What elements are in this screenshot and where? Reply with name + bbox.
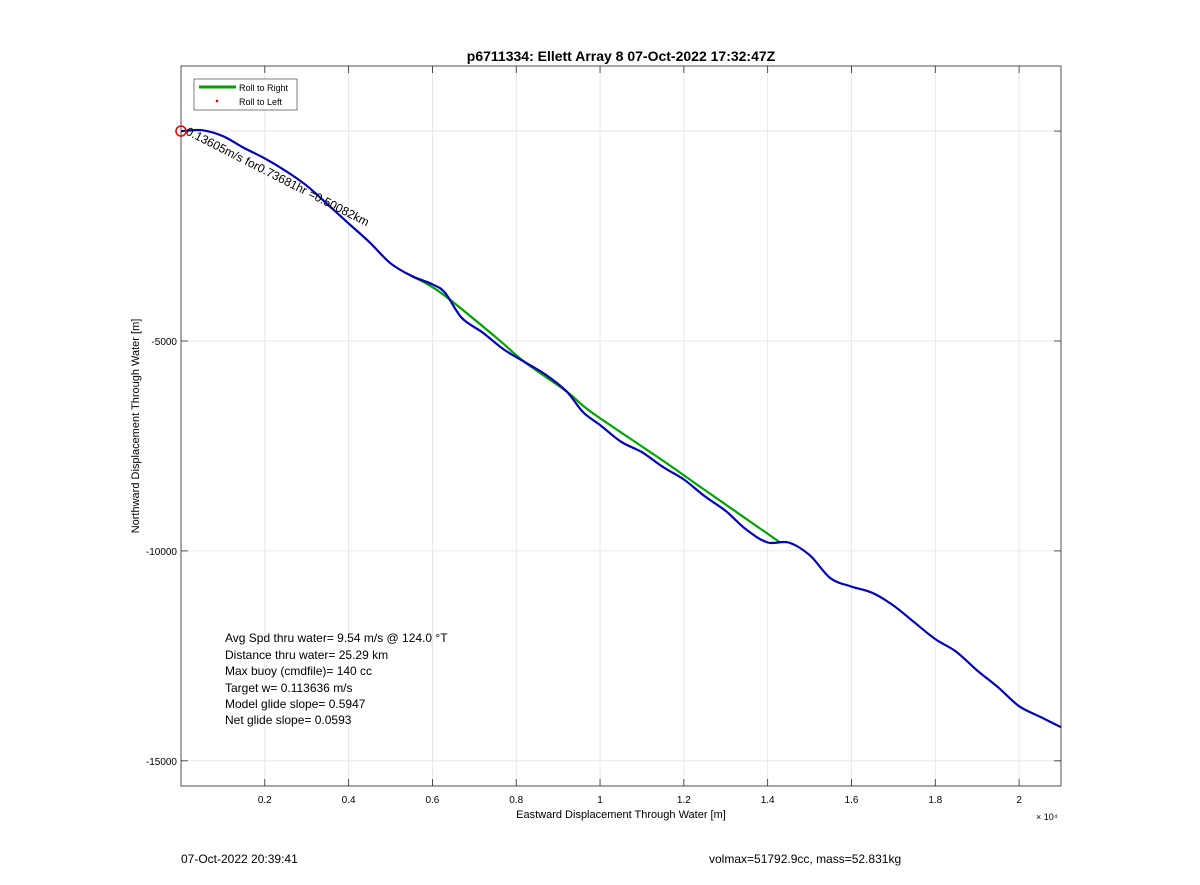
y-tick-label: -15000 [146,757,178,768]
x-tick-label: 1.6 [845,795,859,806]
y-tick-label: -5000 [151,337,177,348]
footer-timestamp: 07-Oct-2022 20:39:41 [181,852,298,866]
info-line-distance: Distance thru water= 25.29 km [225,648,388,662]
y-axis-label: Northward Displacement Through Water [m] [130,319,142,534]
info-line-avg-speed: Avg Spd thru water= 9.54 m/s @ 124.0 °T [225,631,448,645]
start-marker [175,125,187,137]
x-tick-label: 0.2 [258,795,272,806]
x-tick-label: 2 [1016,795,1022,806]
series-track-line [180,128,1062,729]
info-line-max-buoy: Max buoy (cmdfile)= 140 cc [225,664,372,678]
x-tick-label: 1.8 [928,795,942,806]
legend-box [193,78,298,111]
axis-ticks: 0.2 0.4 0.6 0.8 1 1.2 1.4 1.6 1.8 2 -5000 -10000 -15… [146,66,1061,806]
info-line-net-glide: Net glide slope= 0.0593 [225,713,352,727]
segment-annotation: 0.13605m/s for0.73681hr =0.50082km [184,124,372,229]
legend-dot-roll-left [215,99,219,103]
x-tick-label: 1.2 [677,795,691,806]
legend: Roll to Right Roll to Left [193,78,298,111]
x-tick-label: 0.4 [342,795,356,806]
plot-area [180,65,1062,787]
markers [175,125,187,137]
grid [181,66,1061,786]
x-axis-label: Eastward Displacement Through Water [m] [516,809,726,821]
info-line-target-w: Target w= 0.113636 m/s [225,681,353,695]
y-tick-label: -10000 [146,547,178,558]
legend-label-roll-right: Roll to Right [239,83,289,93]
legend-label-roll-left: Roll to Left [239,97,283,107]
x-tick-label: 1 [597,795,603,806]
footer-volume-mass: volmax=51792.9cc, mass=52.831kg [709,852,902,866]
info-text: Avg Spd thru water= 9.54 m/s @ 124.0 °T … [225,631,448,727]
info-line-model-glide: Model glide slope= 0.5947 [225,697,366,711]
x-tick-label: 0.6 [425,795,439,806]
x-tick-label: 0.8 [509,795,523,806]
series-roll-right-line [410,274,781,544]
x-axis-exponent: × 10⁴ [1036,812,1058,822]
chart-title: p6711334: Ellett Array 8 07-Oct-2022 17:… [467,48,776,64]
series [180,128,1062,729]
x-tick-label: 1.4 [761,795,775,806]
